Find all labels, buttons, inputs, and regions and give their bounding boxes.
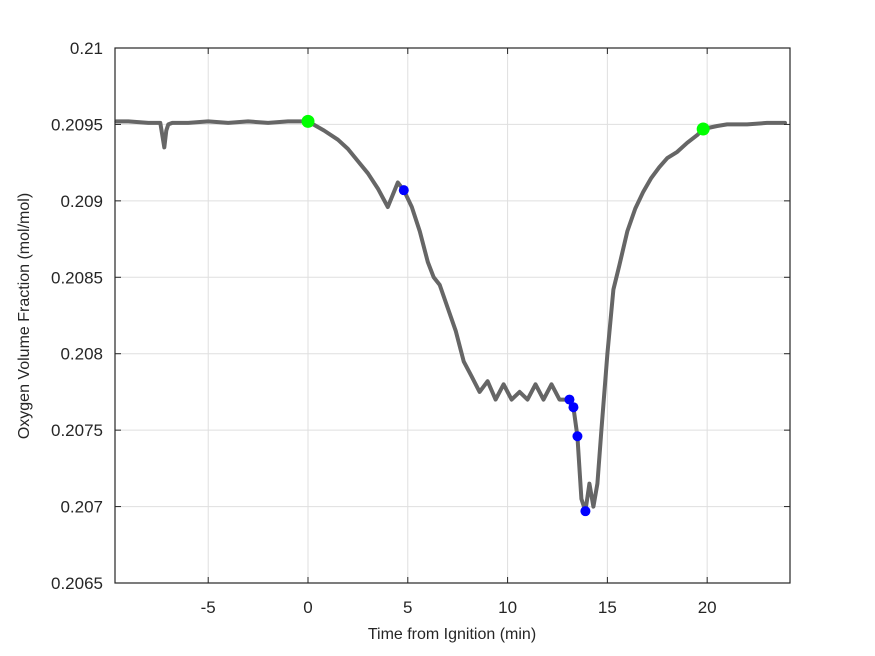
x-tick-label: 15 bbox=[598, 598, 617, 617]
x-tick-label: 5 bbox=[403, 598, 412, 617]
blue-marker bbox=[568, 402, 579, 413]
y-tick-label: 0.209 bbox=[60, 192, 103, 211]
green-marker bbox=[696, 122, 710, 136]
green-marker bbox=[301, 114, 315, 128]
data-line bbox=[114, 119, 787, 514]
y-tick-label: 0.207 bbox=[60, 498, 103, 517]
y-tick-label: 0.2085 bbox=[51, 268, 103, 287]
y-tick-label: 0.208 bbox=[60, 345, 103, 364]
y-tick-label: 0.2065 bbox=[51, 574, 103, 593]
plot-area bbox=[115, 48, 790, 583]
blue-marker bbox=[580, 506, 591, 517]
y-tick-label: 0.2095 bbox=[51, 115, 103, 134]
y-tick-label: 0.2075 bbox=[51, 421, 103, 440]
green-markers bbox=[301, 114, 710, 136]
x-axis-label: Time from Ignition (min) bbox=[368, 626, 536, 643]
axes-box bbox=[114, 47, 791, 584]
x-tick-label: 10 bbox=[498, 598, 517, 617]
blue-markers bbox=[398, 185, 591, 517]
x-tick-label: -5 bbox=[201, 598, 216, 617]
y-tick-label: 0.21 bbox=[70, 39, 103, 58]
blue-marker bbox=[564, 394, 575, 405]
x-tick-label: 0 bbox=[303, 598, 312, 617]
blue-marker bbox=[398, 185, 409, 196]
y-axis-ticks: 0.2065 0.207 0.2075 0.208 0.2085 0.209 0.2095 0… bbox=[51, 39, 790, 593]
y-axis-label: Oxygen Volume Fraction (mol/mol) bbox=[16, 193, 33, 439]
x-axis-ticks: -5 0 5 10 15 20 bbox=[201, 48, 717, 617]
x-tick-label: 20 bbox=[698, 598, 717, 617]
blue-marker bbox=[572, 431, 583, 442]
